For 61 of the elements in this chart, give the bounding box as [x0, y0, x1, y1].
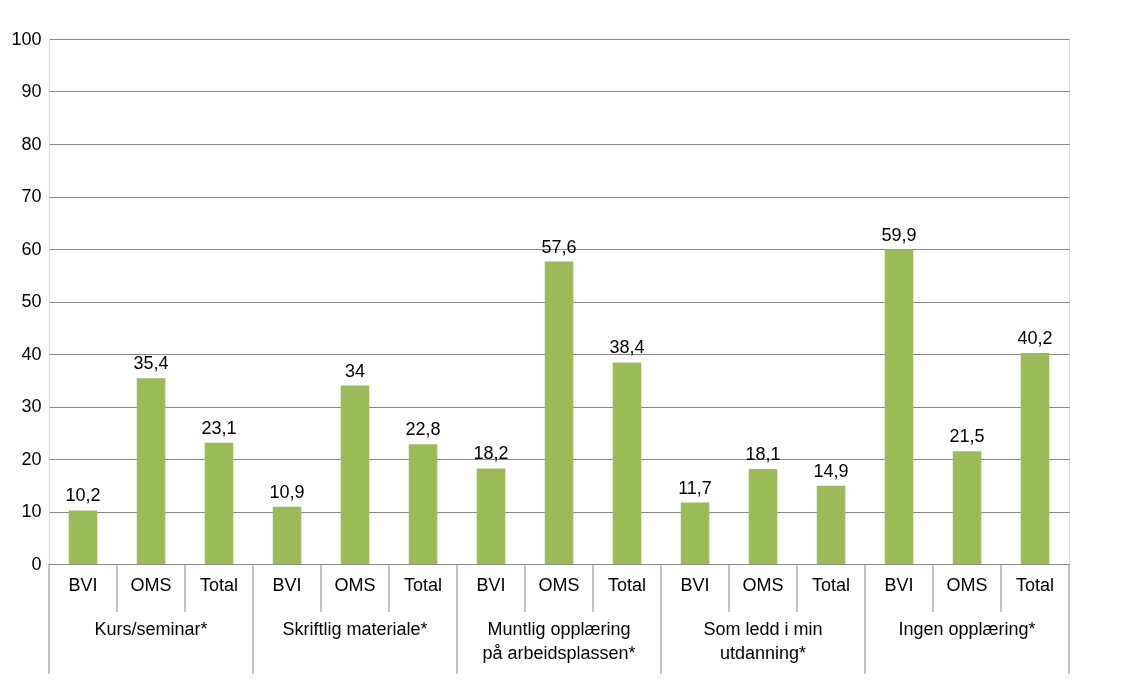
x-tick-label: OMS: [130, 574, 172, 595]
data-label: 38,4: [609, 337, 645, 358]
bar: [476, 468, 506, 564]
data-label: 22,8: [405, 419, 441, 440]
data-label: 18,1: [745, 443, 781, 464]
x-tick-label: Total: [403, 574, 443, 595]
data-label: 10,2: [65, 485, 101, 506]
data-label: 10,9: [269, 481, 305, 502]
data-label: 23,1: [201, 417, 237, 438]
data-label: 34: [344, 360, 366, 381]
y-tick-label: 70: [21, 186, 42, 206]
x-tick-label: BVI: [68, 574, 98, 595]
y-tick-label: 100: [11, 28, 42, 49]
x-tick-label: OMS: [334, 574, 376, 595]
x-tick-label: Total: [1015, 574, 1055, 595]
y-tick-label: 60: [21, 238, 42, 259]
bar: [884, 249, 914, 564]
x-tick-label: OMS: [742, 574, 784, 595]
y-tick-label: 30: [21, 396, 42, 416]
bar: [204, 442, 234, 564]
text: Skriftlig materiale*: [282, 619, 428, 639]
text: Som ledd i min utdanning*: [703, 619, 823, 663]
text: Ingen opplæring*: [898, 619, 1036, 639]
x-tick-label: OMS: [538, 574, 580, 595]
x-tick-label: OMS: [946, 574, 988, 595]
data-label: 57,6: [541, 236, 577, 257]
data-label: 11,7: [678, 477, 712, 498]
x-tick-label: BVI: [476, 574, 506, 595]
data-label: 59,9: [881, 224, 917, 245]
bar: [748, 468, 778, 564]
data-label: 18,2: [473, 443, 509, 464]
x-tick-label: BVI: [884, 574, 914, 595]
data-label: 35,4: [133, 353, 169, 374]
bar: [408, 444, 438, 564]
x-tick-label: Total: [811, 574, 851, 595]
x-tick-label: BVI: [272, 574, 302, 595]
bar: [1020, 352, 1050, 564]
bar: [544, 261, 574, 564]
bar: [68, 510, 98, 564]
bar: [272, 506, 302, 564]
data-label: 40,2: [1017, 327, 1053, 348]
y-tick-label: 90: [21, 81, 42, 101]
y-tick-label: 20: [21, 448, 42, 469]
x-tick-label: Total: [199, 574, 239, 595]
bar: [952, 451, 982, 564]
bar: [680, 502, 710, 564]
data-label: 14,9: [813, 460, 849, 481]
bar: [816, 485, 846, 564]
y-tick-label: 50: [21, 291, 42, 311]
text: Muntlig opplæring på arbeidsplassen*: [482, 619, 636, 663]
y-tick-label: 0: [31, 553, 42, 574]
bar: [136, 378, 166, 564]
y-tick-label: 80: [21, 133, 42, 154]
bar: [612, 362, 642, 564]
data-label: 21,5: [949, 426, 985, 447]
x-tick-label: Total: [607, 574, 647, 595]
text: Kurs/seminar*: [94, 619, 208, 639]
y-tick-label: 40: [21, 343, 42, 364]
y-tick-label: 10: [21, 501, 42, 521]
bar: [340, 385, 370, 564]
x-tick-label: BVI: [680, 574, 710, 595]
